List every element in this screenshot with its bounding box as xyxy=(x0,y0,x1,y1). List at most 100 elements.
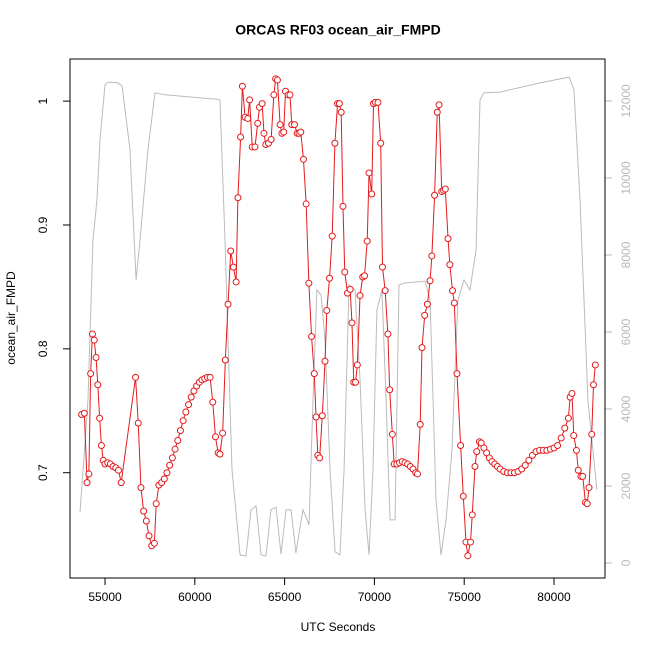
point xyxy=(464,552,472,560)
chart-title: ORCAS RF03 ocean_air_FMPD xyxy=(235,22,440,38)
point xyxy=(321,357,329,365)
point xyxy=(590,381,598,389)
point xyxy=(561,424,569,432)
point xyxy=(521,461,529,469)
point xyxy=(459,492,467,500)
point xyxy=(290,121,298,129)
y-tick-label: 1 xyxy=(36,97,50,104)
point xyxy=(254,119,262,127)
point xyxy=(361,272,369,280)
point xyxy=(246,96,254,104)
point xyxy=(466,538,474,546)
point xyxy=(363,237,371,245)
point xyxy=(185,401,193,409)
point xyxy=(114,466,122,474)
point xyxy=(331,139,339,147)
point xyxy=(384,330,392,338)
point xyxy=(471,463,479,471)
point xyxy=(145,532,153,540)
point xyxy=(416,420,424,428)
point xyxy=(431,191,439,199)
point xyxy=(365,169,373,177)
point xyxy=(418,344,426,352)
point xyxy=(142,517,150,525)
y2-tick-label: 2000 xyxy=(619,472,633,499)
point xyxy=(174,437,182,445)
point xyxy=(457,441,465,449)
point xyxy=(163,469,171,477)
point xyxy=(232,278,240,286)
point xyxy=(280,128,288,136)
plot-frame xyxy=(69,58,606,579)
point xyxy=(273,76,281,84)
point xyxy=(168,454,176,462)
point xyxy=(568,389,576,397)
point xyxy=(140,507,148,515)
x-tick-label: 80000 xyxy=(537,590,571,604)
point xyxy=(216,450,224,458)
point xyxy=(260,129,268,137)
point xyxy=(297,128,305,136)
point xyxy=(341,268,349,276)
point xyxy=(83,479,91,487)
series-line xyxy=(79,76,598,557)
y2-tick-label: 12000 xyxy=(619,84,633,118)
point xyxy=(310,370,318,378)
y-tick-label: 0.7 xyxy=(36,464,50,481)
point xyxy=(160,475,168,483)
y2-tick-label: 10000 xyxy=(619,161,633,195)
x-tick-label: 60000 xyxy=(178,590,212,604)
point xyxy=(96,414,104,422)
x-tick-label: 70000 xyxy=(358,590,392,604)
point xyxy=(270,91,278,99)
point xyxy=(346,285,354,293)
x-tick-label: 55000 xyxy=(88,590,122,604)
x-tick-label: 75000 xyxy=(448,590,482,604)
point xyxy=(150,539,158,547)
x-tick-label: 65000 xyxy=(268,590,302,604)
point xyxy=(219,429,227,437)
point xyxy=(381,287,389,295)
point xyxy=(428,252,436,260)
point xyxy=(473,448,481,456)
point xyxy=(206,373,214,381)
point xyxy=(171,445,179,453)
point xyxy=(591,361,599,369)
point xyxy=(449,287,457,295)
point xyxy=(525,456,533,464)
point xyxy=(251,143,259,151)
point xyxy=(386,386,394,394)
point xyxy=(421,311,429,319)
y2-tick-label: 6000 xyxy=(619,318,633,345)
point xyxy=(453,370,461,378)
point xyxy=(299,155,307,163)
point xyxy=(166,461,174,469)
point xyxy=(554,441,562,449)
y-tick-label: 0.9 xyxy=(36,216,50,233)
point xyxy=(368,190,376,198)
point xyxy=(353,361,361,369)
point xyxy=(90,336,98,344)
point xyxy=(323,306,331,314)
y-axis-label: ocean_air_FMPD xyxy=(4,271,18,365)
point xyxy=(318,412,326,420)
point xyxy=(97,441,105,449)
point xyxy=(85,470,93,478)
point xyxy=(335,100,343,108)
point xyxy=(433,108,441,116)
point xyxy=(426,277,434,285)
point xyxy=(557,434,565,442)
point xyxy=(88,330,96,338)
point xyxy=(286,91,294,99)
point xyxy=(308,332,316,340)
point xyxy=(211,433,219,441)
point xyxy=(227,247,235,255)
point xyxy=(450,299,458,307)
point xyxy=(374,98,382,106)
point xyxy=(132,373,140,381)
point xyxy=(348,319,356,327)
point xyxy=(276,121,284,129)
point xyxy=(92,354,100,362)
point xyxy=(574,466,582,474)
